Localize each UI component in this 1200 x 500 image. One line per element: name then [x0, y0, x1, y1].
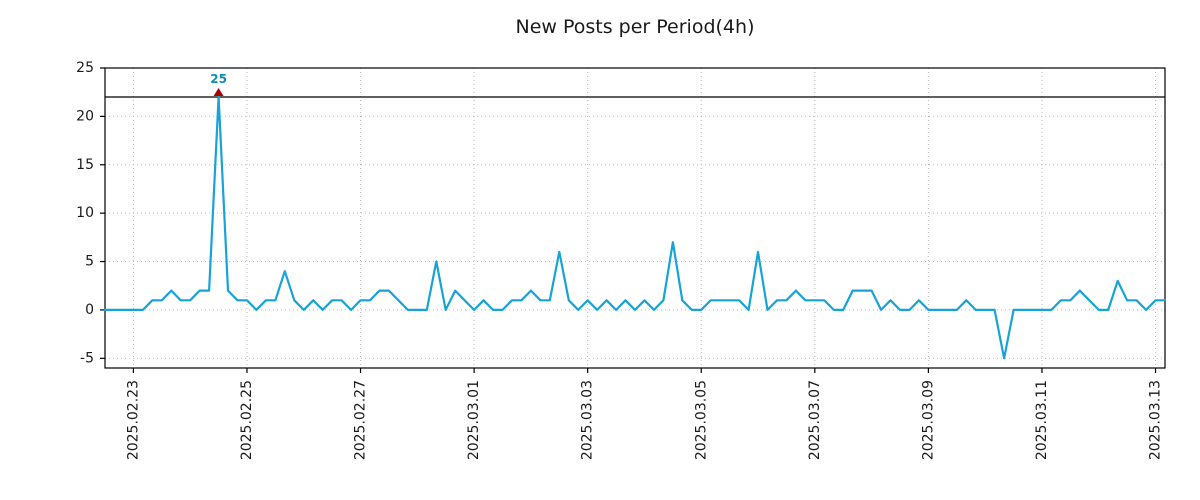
y-tick-label: 25	[76, 60, 94, 76]
x-tick-label: 2025.03.11	[1034, 380, 1050, 460]
peak-marker-icon	[213, 88, 224, 97]
x-tick-label: 2025.03.05	[693, 380, 709, 460]
grid-layer	[105, 67, 1165, 368]
series-layer	[103, 95, 1167, 360]
peak-annotation: 25	[210, 72, 227, 86]
y-tick-label: 10	[76, 205, 94, 221]
x-tick-label: 2025.02.23	[125, 380, 141, 460]
x-tick-label: 2025.03.13	[1148, 380, 1164, 460]
axes-layer: -5 0 5 10 15 20 25 2025.02.23 2025.02.25 2025.02.…	[76, 60, 1166, 460]
x-tick-label: 2025.03.01	[466, 380, 482, 460]
data-line	[103, 95, 1167, 360]
y-tick-label: 15	[76, 157, 94, 173]
x-tick-label: 2025.02.25	[239, 380, 255, 460]
x-tick-label: 2025.03.09	[920, 380, 936, 460]
x-tick-label: 2025.02.27	[353, 380, 369, 460]
x-tick-label: 2025.03.07	[807, 380, 823, 460]
y-tick-label: -5	[80, 350, 94, 366]
y-tick-label: 20	[76, 108, 94, 124]
plot-border	[104, 67, 1166, 369]
y-tick-label: 0	[85, 302, 94, 318]
y-tick-label: 5	[85, 254, 94, 270]
x-tick-label: 2025.03.03	[580, 380, 596, 460]
annotation-layer: 25	[210, 72, 227, 97]
chart-title: New Posts per Period(4h)	[516, 16, 755, 38]
